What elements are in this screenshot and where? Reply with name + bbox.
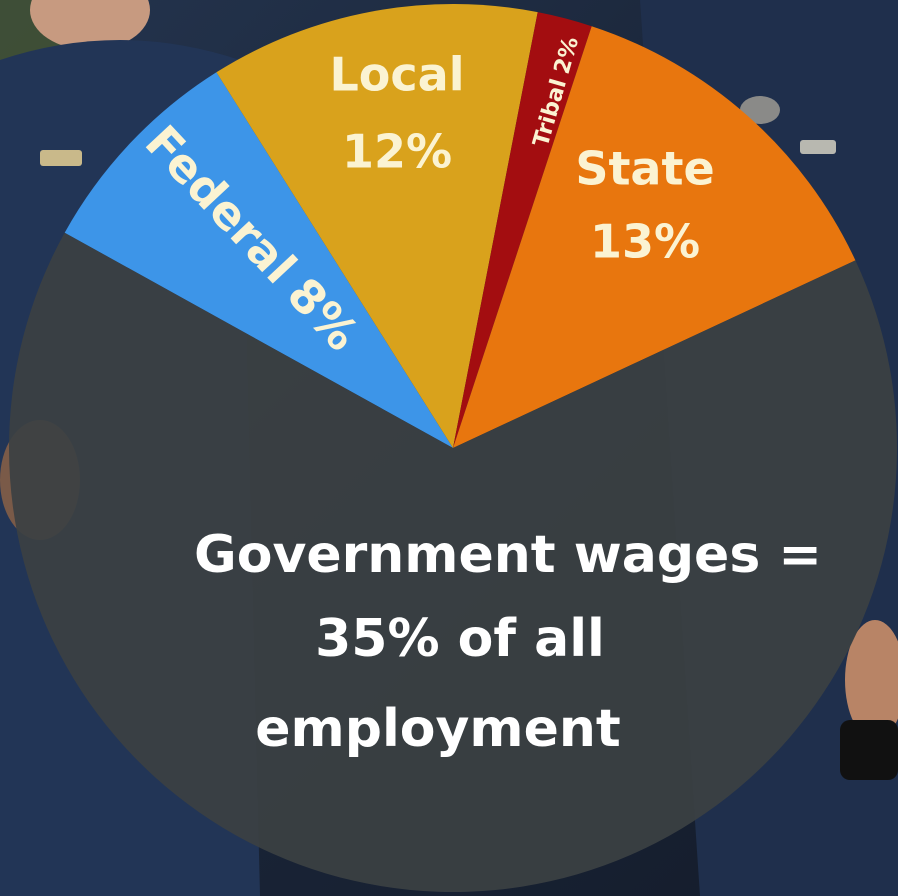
slice-label: Local — [330, 48, 465, 102]
annotation: Government wages = 35% of all employment — [194, 525, 822, 759]
pie-slice — [453, 12, 592, 448]
pie — [8, 4, 897, 893]
annotation-line: Government wages = — [194, 525, 822, 585]
pie-slice — [216, 4, 538, 449]
pie-slice — [8, 232, 897, 893]
annotation-line: 35% of all — [315, 609, 605, 669]
slice-value-label: 13% — [590, 215, 700, 269]
pie-slice — [64, 72, 453, 449]
slice-value-label: 12% — [342, 125, 452, 179]
pie-slice — [453, 26, 856, 449]
slice-label: State — [575, 142, 714, 196]
annotation-line: employment — [255, 699, 620, 759]
